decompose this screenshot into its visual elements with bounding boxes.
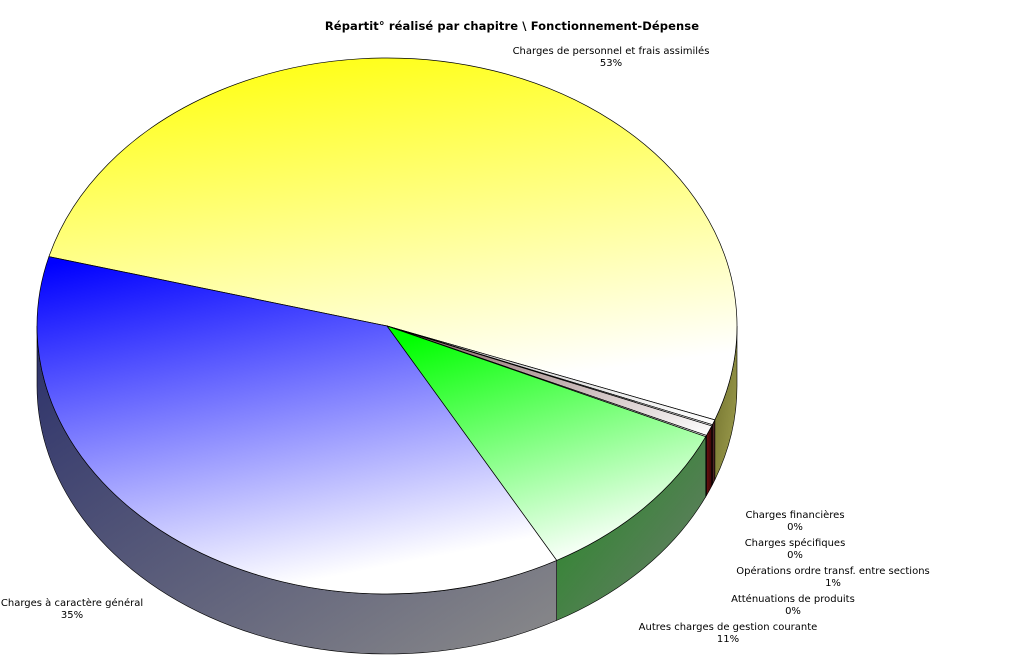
slice-label: Charges de personnel et frais assimilés: [513, 45, 710, 57]
slice-label: Atténuations de produits: [731, 593, 855, 605]
slice-percent-label: 35%: [61, 610, 83, 621]
slice-percent-label: 0%: [787, 522, 803, 533]
slice-percent-label: 1%: [825, 578, 841, 589]
slice-percent-label: 0%: [785, 606, 801, 617]
pie-slice: [386, 325, 707, 561]
slice-percent-label: 11%: [717, 634, 739, 645]
slice-label: Charges à caractère général: [1, 597, 143, 609]
pie-slice-side: [712, 419, 716, 485]
slice-label: Charges spécifiques: [745, 537, 846, 549]
pie-slice: [36, 256, 558, 595]
slice-percent-label: 53%: [600, 58, 622, 69]
pie-slice: [48, 57, 738, 421]
slice-label: Opérations ordre transf. entre sections: [736, 565, 930, 577]
slice-label: Autres charges de gestion courante: [639, 622, 818, 633]
pie-slice-side: [706, 425, 713, 497]
chart-title: Répartit° réalisé par chapitre \ Fonctio…: [324, 19, 700, 33]
slice-percent-label: 0%: [787, 550, 803, 561]
slice-label: Charges financières: [745, 509, 844, 521]
